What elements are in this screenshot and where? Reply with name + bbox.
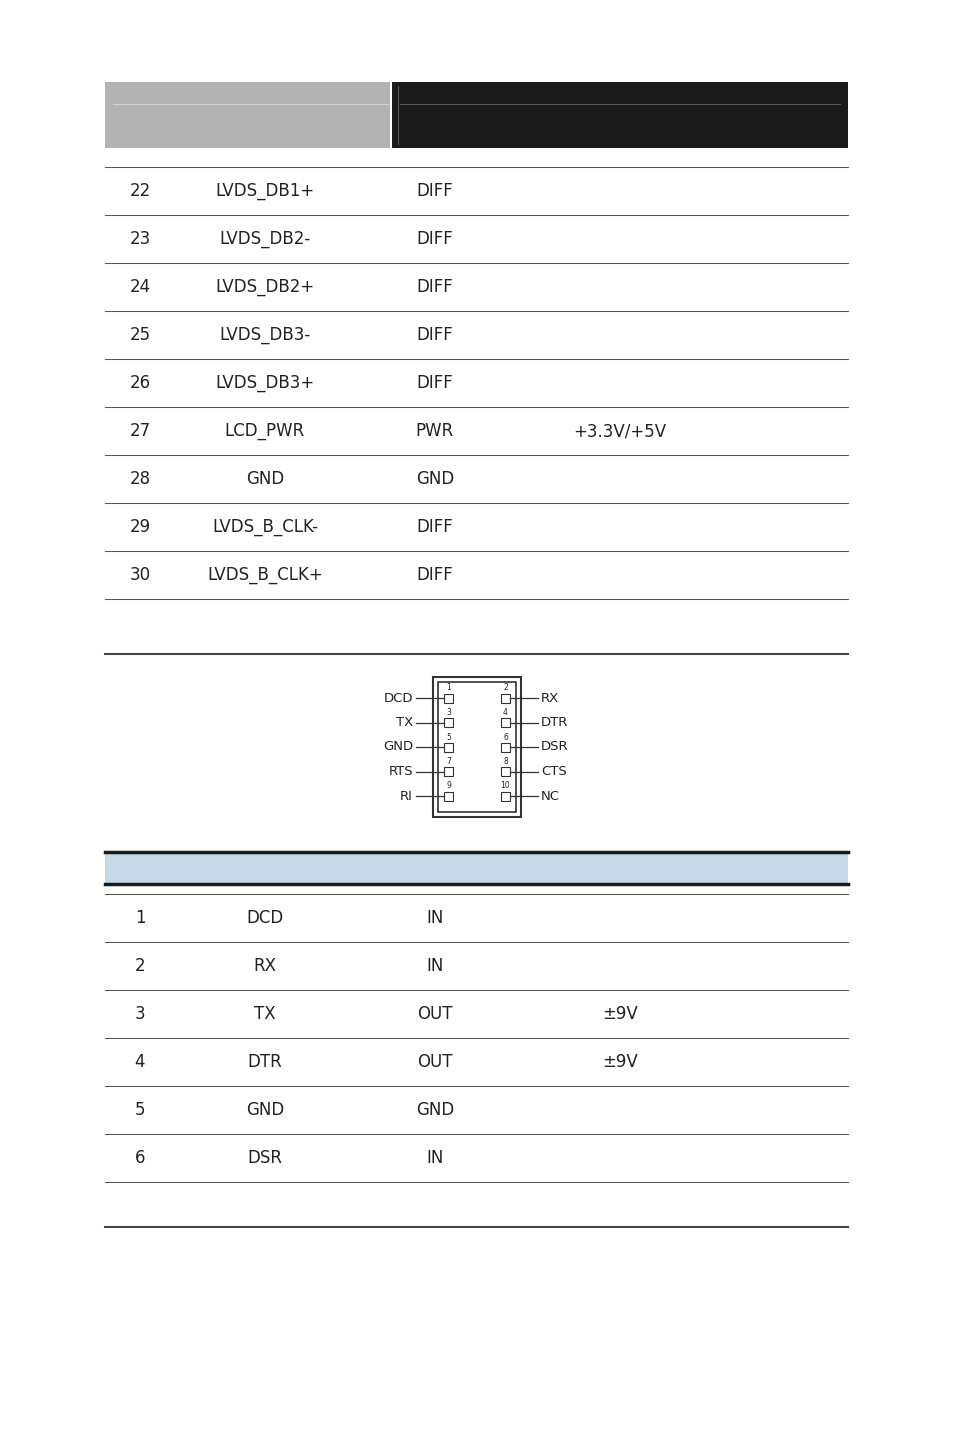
Text: 10: 10 [500, 782, 510, 790]
Text: 6: 6 [134, 1149, 145, 1167]
Text: LVDS_B_CLK-: LVDS_B_CLK- [212, 518, 317, 536]
Bar [500, 694, 510, 703]
Text: 26: 26 [130, 374, 151, 391]
Bar [443, 694, 453, 703]
Text: RX: RX [253, 956, 276, 975]
Bar [443, 718, 453, 727]
Text: DSR: DSR [540, 740, 568, 753]
Text: ±9V: ±9V [601, 1053, 638, 1071]
Text: 23: 23 [130, 229, 151, 248]
Text: DSR: DSR [247, 1149, 282, 1167]
Text: 29: 29 [130, 518, 151, 536]
Bar [392, 82, 847, 148]
Bar [437, 683, 516, 812]
Text: 6: 6 [502, 733, 507, 741]
Text: IN: IN [426, 956, 443, 975]
Text: RTS: RTS [388, 764, 413, 779]
Text: DTR: DTR [248, 1053, 282, 1071]
Text: RI: RI [399, 790, 413, 803]
Text: LVDS_DB2+: LVDS_DB2+ [215, 278, 314, 295]
Text: TX: TX [395, 716, 413, 728]
Text: +3.3V/+5V: +3.3V/+5V [573, 422, 666, 440]
Text: DTR: DTR [540, 716, 568, 728]
Text: 22: 22 [130, 182, 151, 199]
Text: RX: RX [540, 691, 558, 704]
Bar [500, 792, 510, 800]
Text: LVDS_DB1+: LVDS_DB1+ [215, 182, 314, 199]
Bar [443, 792, 453, 800]
Text: 1: 1 [446, 684, 451, 693]
Text: DIFF: DIFF [416, 374, 453, 391]
Bar [105, 852, 847, 883]
Text: 25: 25 [130, 326, 151, 344]
Text: GND: GND [246, 470, 284, 488]
Text: NC: NC [540, 790, 559, 803]
Text: LVDS_DB2-: LVDS_DB2- [219, 229, 311, 248]
Text: 2: 2 [134, 956, 145, 975]
Text: OUT: OUT [416, 1005, 453, 1022]
Text: 1: 1 [134, 909, 145, 926]
Text: IN: IN [426, 909, 443, 926]
Text: 9: 9 [446, 782, 451, 790]
Text: OUT: OUT [416, 1053, 453, 1071]
Bar [105, 82, 390, 148]
Text: DIFF: DIFF [416, 326, 453, 344]
Text: GND: GND [246, 1101, 284, 1119]
Text: 30: 30 [130, 566, 151, 584]
Text: GND: GND [382, 740, 413, 753]
Text: PWR: PWR [416, 422, 454, 440]
Text: DCD: DCD [383, 691, 413, 704]
Text: LVDS_B_CLK+: LVDS_B_CLK+ [207, 566, 322, 584]
Text: 27: 27 [130, 422, 151, 440]
Text: LVDS_DB3-: LVDS_DB3- [219, 326, 311, 344]
Text: GND: GND [416, 1101, 454, 1119]
Bar [500, 767, 510, 776]
Text: DIFF: DIFF [416, 566, 453, 584]
Text: 28: 28 [130, 470, 151, 488]
Text: 4: 4 [134, 1053, 145, 1071]
Text: 24: 24 [130, 278, 151, 295]
Text: IN: IN [426, 1149, 443, 1167]
Text: 2: 2 [502, 684, 507, 693]
Text: DIFF: DIFF [416, 229, 453, 248]
Bar [443, 767, 453, 776]
Text: GND: GND [416, 470, 454, 488]
Bar [500, 718, 510, 727]
Text: DIFF: DIFF [416, 518, 453, 536]
Text: 4: 4 [502, 708, 507, 717]
Text: DCD: DCD [246, 909, 283, 926]
Text: LVDS_DB3+: LVDS_DB3+ [215, 374, 314, 391]
Text: 7: 7 [446, 757, 451, 766]
Bar [443, 743, 453, 751]
Bar [433, 677, 520, 817]
Text: 3: 3 [134, 1005, 145, 1022]
Text: 5: 5 [446, 733, 451, 741]
Text: DIFF: DIFF [416, 278, 453, 295]
Text: TX: TX [253, 1005, 275, 1022]
Text: 5: 5 [134, 1101, 145, 1119]
Text: ±9V: ±9V [601, 1005, 638, 1022]
Text: 3: 3 [446, 708, 451, 717]
Text: DIFF: DIFF [416, 182, 453, 199]
Bar [500, 743, 510, 751]
Text: CTS: CTS [540, 764, 566, 779]
Text: 8: 8 [502, 757, 507, 766]
Text: LCD_PWR: LCD_PWR [225, 422, 305, 440]
